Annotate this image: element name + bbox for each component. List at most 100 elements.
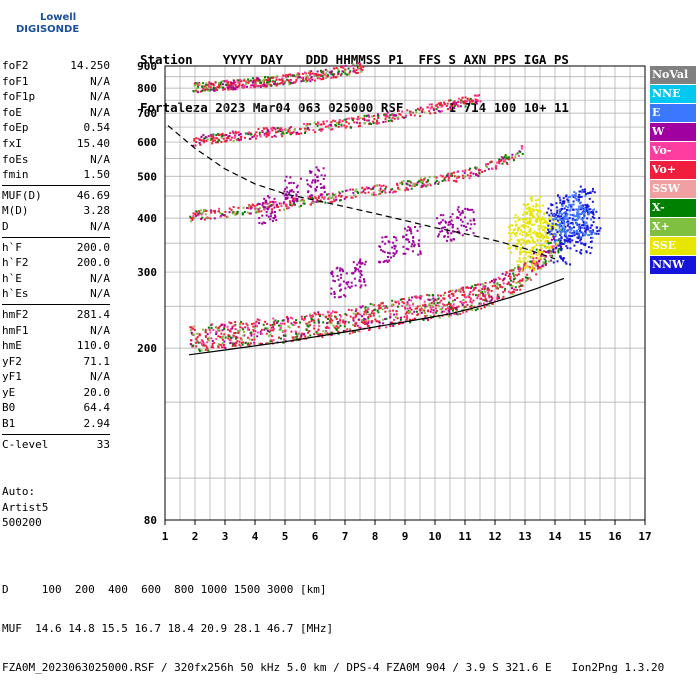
echo-point	[424, 184, 427, 187]
echo-point	[570, 227, 573, 230]
echo-point	[330, 312, 333, 315]
echo-point	[239, 138, 242, 141]
param-value: 281.4	[76, 307, 110, 321]
echo-point	[332, 119, 335, 122]
echo-point	[216, 89, 219, 92]
echo-point	[343, 70, 346, 73]
echo-point	[259, 343, 262, 346]
echo-point	[439, 294, 442, 297]
echo-point	[252, 84, 255, 87]
echo-point	[507, 226, 510, 229]
echo-point	[452, 230, 455, 233]
echo-point	[217, 343, 220, 346]
echo-point	[595, 210, 598, 213]
echo-point	[289, 82, 292, 85]
echo-point	[254, 330, 257, 333]
echo-point	[234, 88, 237, 91]
echo-point	[388, 259, 391, 262]
echo-point	[275, 78, 278, 81]
echo-point	[447, 172, 450, 175]
echo-point	[584, 204, 587, 207]
echo-point	[221, 133, 224, 136]
echo-point	[249, 212, 252, 215]
echo-point	[444, 308, 447, 311]
echo-point	[361, 69, 364, 72]
echo-point	[577, 237, 580, 240]
echo-point	[376, 120, 379, 123]
echo-point	[535, 273, 538, 276]
echo-point	[228, 207, 231, 210]
echo-point	[237, 131, 240, 134]
echo-point	[529, 227, 532, 230]
echo-point	[314, 189, 317, 192]
echo-point	[219, 133, 222, 136]
echo-point	[262, 81, 265, 84]
echo-point	[461, 170, 464, 173]
param-row: h`F2 200.0	[2, 255, 110, 271]
echo-point	[496, 161, 499, 164]
echo-point	[464, 105, 467, 108]
echo-point	[337, 125, 340, 128]
echo-point	[563, 229, 566, 232]
echo-point	[475, 284, 478, 287]
echo-point	[228, 335, 231, 338]
echo-point	[569, 241, 572, 244]
echo-point	[208, 81, 211, 84]
echo-point	[553, 232, 556, 235]
echo-point	[200, 339, 203, 342]
echo-point	[560, 225, 563, 228]
echo-point	[552, 248, 555, 251]
echo-point	[479, 169, 482, 172]
echo-point	[518, 239, 521, 242]
echo-point	[470, 304, 473, 307]
echo-point	[247, 81, 250, 84]
echo-point	[545, 262, 548, 265]
echo-point	[516, 227, 519, 230]
param-value: N/A	[90, 271, 110, 285]
echo-point	[276, 127, 279, 130]
echo-point	[198, 334, 201, 337]
echo-point	[392, 252, 395, 255]
echo-point	[448, 308, 451, 311]
echo-point	[344, 320, 347, 323]
echo-point	[223, 134, 226, 137]
echo-point	[411, 243, 414, 246]
echo-point	[501, 286, 504, 289]
echo-point	[348, 73, 351, 76]
echo-point	[352, 117, 355, 120]
echo-point	[216, 85, 219, 88]
echo-point	[545, 221, 548, 224]
echo-point	[524, 279, 527, 282]
echo-point	[311, 72, 314, 75]
echo-point	[483, 169, 486, 172]
echo-point	[250, 332, 253, 335]
echo-point	[271, 80, 274, 83]
echo-point	[272, 200, 275, 203]
echo-point	[575, 232, 578, 235]
echo-point	[538, 218, 541, 221]
echo-point	[486, 291, 489, 294]
echo-point	[570, 231, 573, 234]
echo-point	[309, 171, 312, 174]
echo-point	[209, 331, 212, 334]
echo-point	[511, 153, 514, 156]
echo-point	[360, 262, 363, 265]
echo-point	[560, 220, 563, 223]
echo-point	[229, 336, 232, 339]
echo-point	[335, 325, 338, 328]
echo-point	[201, 343, 204, 346]
echo-point	[282, 202, 285, 205]
echo-point	[517, 242, 520, 245]
echo-point	[448, 315, 451, 318]
echo-point	[356, 66, 359, 69]
echo-point	[457, 100, 460, 103]
echo-point	[553, 236, 556, 239]
echo-point	[359, 276, 362, 279]
echo-point	[339, 315, 342, 318]
echo-point	[535, 208, 538, 211]
echo-point	[535, 263, 538, 266]
echo-point	[515, 223, 518, 226]
auto-line3: 500200	[2, 516, 42, 529]
echo-point	[566, 221, 569, 224]
echo-point	[305, 329, 308, 332]
